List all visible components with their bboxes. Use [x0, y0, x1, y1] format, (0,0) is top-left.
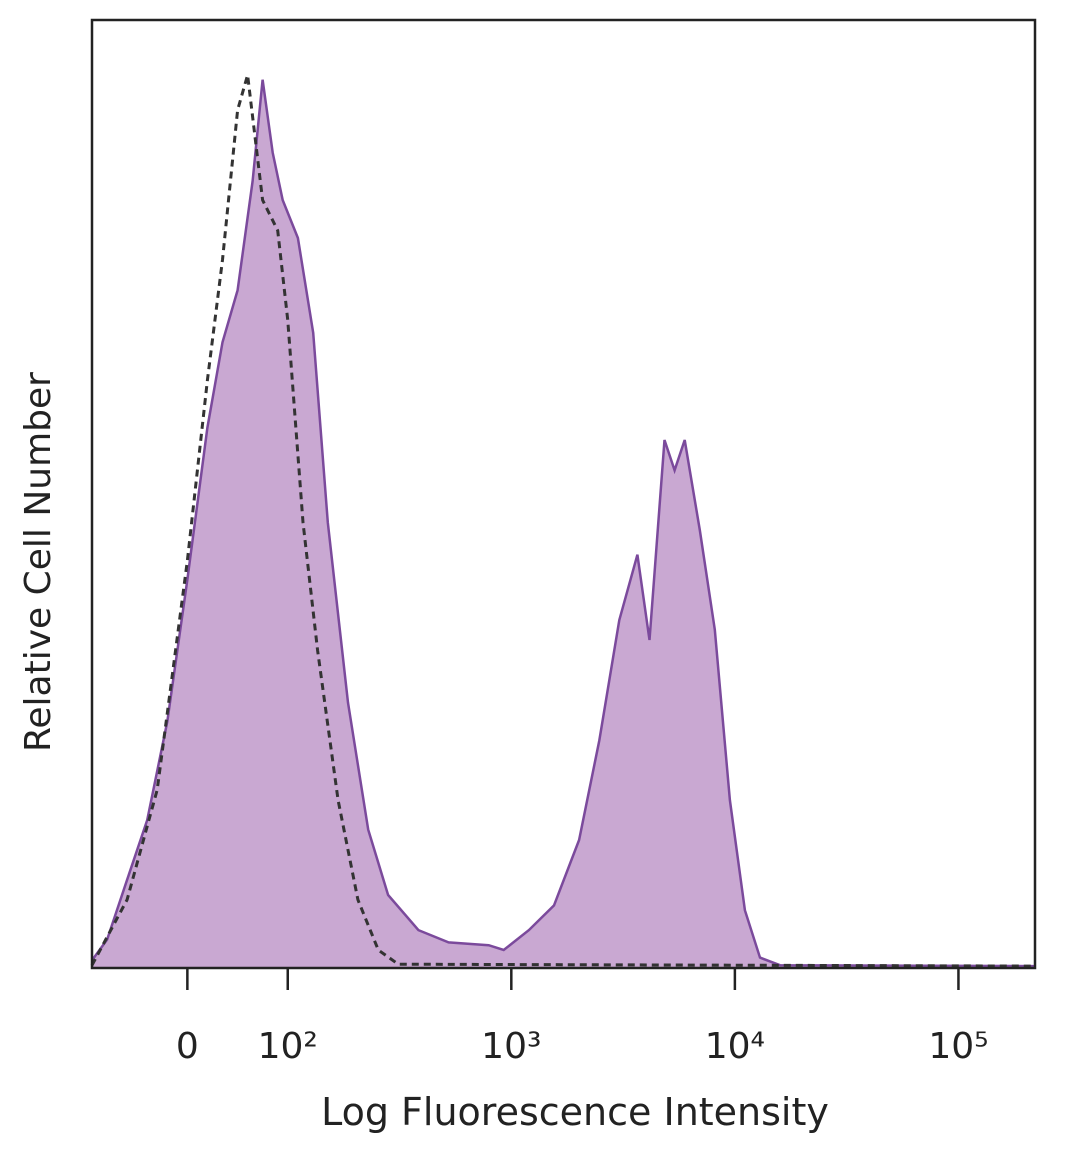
x-tick-label: 0 — [176, 1026, 199, 1067]
x-tick-label: 10⁵ — [928, 1026, 988, 1067]
control-line — [90, 74, 1036, 968]
x-tick-label: 10⁴ — [705, 1026, 765, 1067]
x-tick-label: 10³ — [481, 1026, 541, 1067]
x-axis-label: Log Fluorescence Intensity — [321, 1090, 829, 1134]
y-axis-label: Relative Cell Number — [18, 372, 59, 752]
histogram-line — [90, 79, 1036, 968]
plot-frame — [90, 18, 1037, 970]
histogram-area — [92, 79, 1035, 968]
x-tick-label: 10² — [258, 1026, 318, 1067]
